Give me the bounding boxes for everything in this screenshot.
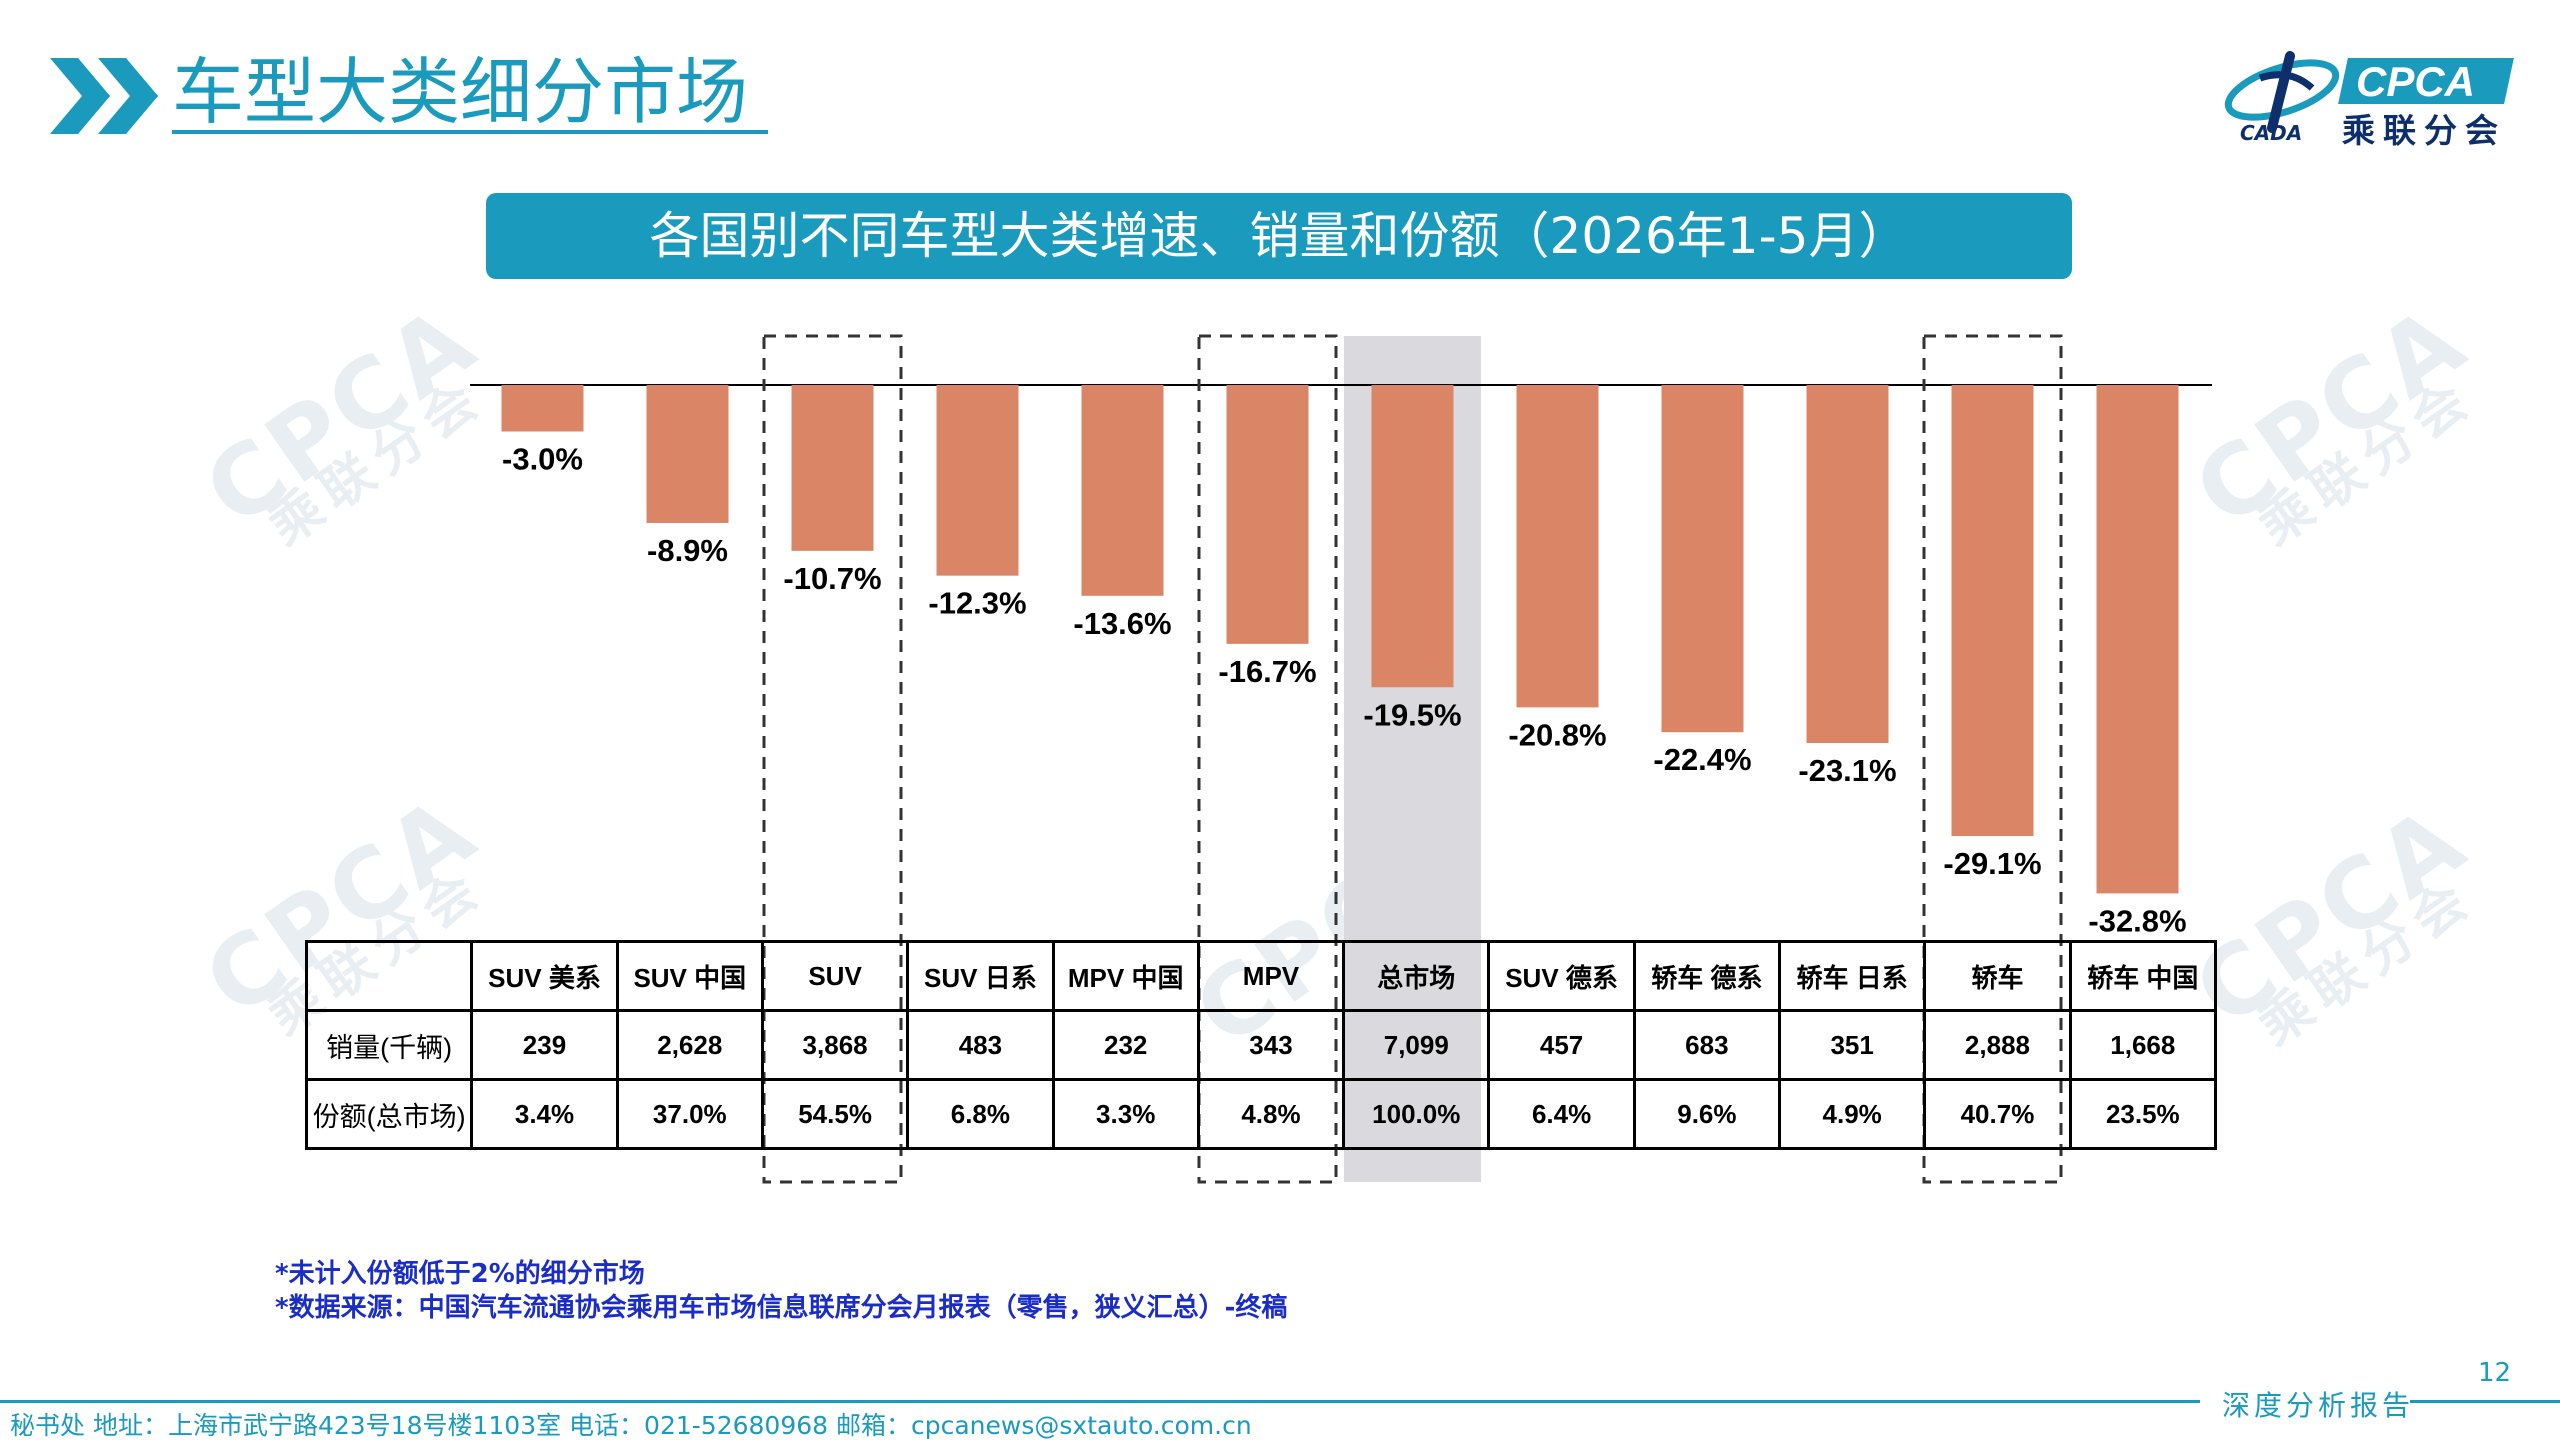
share-cell-3: 6.8% bbox=[906, 1078, 1055, 1150]
bar-4 bbox=[1081, 385, 1164, 596]
share-cell-11: 23.5% bbox=[2068, 1078, 2218, 1150]
title-underline bbox=[172, 130, 768, 134]
share-cell-7: 6.4% bbox=[1487, 1078, 1636, 1150]
report-label: 深度分析报告 bbox=[2222, 1389, 2415, 1422]
category-label-1: SUV 中国 bbox=[615, 940, 764, 1012]
category-label-8: 轿车 德系 bbox=[1632, 940, 1782, 1012]
share-cell-5: 4.8% bbox=[1196, 1078, 1346, 1150]
table-corner-cell bbox=[304, 940, 474, 1012]
category-label-0: SUV 美系 bbox=[470, 940, 619, 1012]
data-label-4: -13.6% bbox=[1073, 606, 1171, 641]
logo-caption: CADA bbox=[2240, 121, 2302, 145]
sales-cell-6: 7,099 bbox=[1342, 1009, 1491, 1081]
share-cell-0: 3.4% bbox=[470, 1078, 619, 1150]
bar-2 bbox=[791, 385, 874, 551]
share-cell-8: 9.6% bbox=[1632, 1078, 1782, 1150]
category-label-4: MPV 中国 bbox=[1051, 940, 1200, 1012]
page-number: 12 bbox=[2478, 1358, 2512, 1388]
category-label-5: MPV bbox=[1196, 940, 1346, 1012]
data-table: SUV 美系 SUV 中国 SUV SUV 日系 MPV 中国 MPV 总市场 SUV 德系轿… bbox=[304, 940, 2218, 1150]
share-cell-9: 4.9% bbox=[1778, 1078, 1927, 1150]
bar-8 bbox=[1661, 385, 1744, 733]
data-label-1: -8.9% bbox=[647, 533, 728, 568]
chevron-double-icon bbox=[50, 58, 158, 134]
sales-cell-4: 232 bbox=[1051, 1009, 1200, 1081]
data-label-2: -10.7% bbox=[783, 561, 881, 596]
bar-5 bbox=[1226, 385, 1309, 644]
category-label-7: SUV 德系 bbox=[1487, 940, 1636, 1012]
category-label-11: 轿车 中国 bbox=[2068, 940, 2218, 1012]
chart-banner-title: 各国别不同车型大类增速、销量和份额（2026年1-5月） bbox=[486, 193, 2072, 279]
sales-cell-8: 683 bbox=[1632, 1009, 1782, 1081]
highlight-box-dashed bbox=[1922, 334, 2063, 1184]
category-label-10: 轿车 bbox=[1923, 940, 2072, 1012]
data-label-3: -12.3% bbox=[928, 586, 1026, 621]
highlight-box-dashed bbox=[1197, 334, 1338, 1184]
footer-contact: 秘书处 地址：上海市武宁路423号18号楼1103室 电话：021-526809… bbox=[10, 1411, 1252, 1440]
table-row-share: 份额(总市场) 3.4% 37.0% 54.5% 6.8% 3.3% 4.8% 100.0% 6… bbox=[304, 1078, 2218, 1150]
sales-cell-2: 3,868 bbox=[760, 1009, 910, 1081]
sales-row-label: 销量(千辆) bbox=[304, 1009, 474, 1081]
category-label-9: 轿车 日系 bbox=[1778, 940, 1927, 1012]
bar-11 bbox=[2096, 385, 2179, 894]
bar-1 bbox=[646, 385, 729, 523]
highlight-box-dashed bbox=[762, 334, 903, 1184]
bar-0 bbox=[501, 385, 584, 432]
category-label-2: SUV bbox=[760, 940, 910, 1012]
bar-3 bbox=[936, 385, 1019, 576]
bar-10 bbox=[1951, 385, 2034, 837]
sales-cell-0: 239 bbox=[470, 1009, 619, 1081]
logo-text: CPCA bbox=[2356, 58, 2475, 105]
sales-cell-1: 2,628 bbox=[615, 1009, 764, 1081]
sales-cell-5: 343 bbox=[1196, 1009, 1346, 1081]
data-label-0: -3.0% bbox=[502, 442, 583, 477]
data-label-6: -19.5% bbox=[1363, 697, 1461, 732]
sales-cell-7: 457 bbox=[1487, 1009, 1636, 1081]
share-cell-6: 100.0% bbox=[1342, 1078, 1491, 1150]
data-label-8: -22.4% bbox=[1653, 742, 1751, 777]
sales-cell-9: 351 bbox=[1778, 1009, 1927, 1081]
share-cell-4: 3.3% bbox=[1051, 1078, 1200, 1150]
table-header-row: SUV 美系 SUV 中国 SUV SUV 日系 MPV 中国 MPV 总市场 SUV 德系轿… bbox=[304, 940, 2218, 1012]
footnote-1: *未计入份额低于2%的细分市场 bbox=[275, 1259, 645, 1289]
category-label-3: SUV 日系 bbox=[906, 940, 1055, 1012]
share-cell-2: 54.5% bbox=[760, 1078, 910, 1150]
table-row-sales: 销量(千辆) 239 2,628 3,868 483 232 343 7,099 457 683 3… bbox=[304, 1009, 2218, 1081]
footnote-2: *数据来源：中国汽车流通协会乘用车市场信息联席分会月报表（零售，狭义汇总）-终稿 bbox=[275, 1293, 1288, 1323]
logo-subtitle: 乘联分会 bbox=[2342, 111, 2506, 150]
category-label-6: 总市场 bbox=[1342, 940, 1491, 1012]
data-label-11: -32.8% bbox=[2088, 903, 2186, 938]
sales-cell-3: 483 bbox=[906, 1009, 1055, 1081]
data-label-10: -29.1% bbox=[1943, 846, 2041, 881]
share-row-label: 份额(总市场) bbox=[304, 1078, 474, 1150]
share-cell-10: 40.7% bbox=[1923, 1078, 2072, 1150]
data-label-5: -16.7% bbox=[1218, 654, 1316, 689]
share-cell-1: 37.0% bbox=[615, 1078, 764, 1150]
cpca-logo-icon: CADA CPCA bbox=[2224, 51, 2514, 145]
bar-6 bbox=[1371, 385, 1454, 688]
sales-cell-11: 1,668 bbox=[2068, 1009, 2218, 1081]
bar-7 bbox=[1516, 385, 1599, 708]
data-label-7: -20.8% bbox=[1508, 717, 1606, 752]
data-label-9: -23.1% bbox=[1798, 753, 1896, 788]
sales-cell-10: 2,888 bbox=[1923, 1009, 2072, 1081]
footer-divider-right bbox=[2410, 1400, 2560, 1403]
footer-divider bbox=[0, 1400, 2200, 1403]
bar-9 bbox=[1806, 385, 1889, 744]
page-title: 车型大类细分市场 bbox=[172, 50, 749, 134]
